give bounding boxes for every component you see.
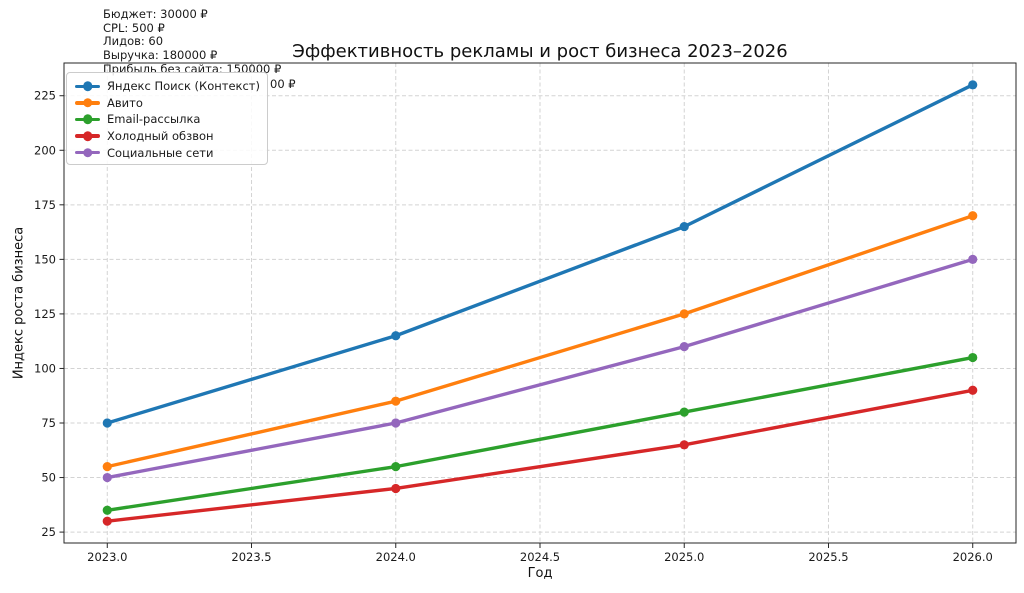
y-tick-label: 25 bbox=[41, 525, 56, 539]
data-point-marker bbox=[391, 462, 401, 472]
data-point-marker bbox=[679, 309, 689, 319]
x-tick-label: 2026.0 bbox=[953, 550, 993, 564]
x-tick-label: 2023.5 bbox=[231, 550, 271, 564]
axes-spines bbox=[63, 62, 1017, 544]
data-point-marker bbox=[102, 472, 112, 483]
series-line bbox=[105, 257, 975, 480]
data-point-marker bbox=[968, 385, 978, 395]
series-line bbox=[105, 355, 975, 512]
data-point-marker bbox=[679, 407, 689, 417]
data-point-marker bbox=[968, 80, 978, 90]
series-line bbox=[105, 388, 975, 523]
y-tick-label: 150 bbox=[34, 252, 56, 266]
legend-item-label: Авито bbox=[107, 95, 143, 110]
legend-marker-line-icon bbox=[75, 134, 100, 138]
y-axis-label: Индекс роста бизнеса bbox=[11, 226, 27, 380]
series-line bbox=[105, 83, 975, 425]
data-point-marker bbox=[102, 462, 112, 472]
legend-marker-line-icon bbox=[75, 84, 100, 88]
y-tick-label: 50 bbox=[41, 471, 56, 485]
chart-title: Эффективность рекламы и рост бизнеса 202… bbox=[292, 41, 788, 62]
y-tick-label: 200 bbox=[34, 143, 56, 157]
legend-item-label: Яндекс Поиск (Контекст) bbox=[107, 79, 260, 94]
annotation-line: Выручка: 180000 ₽ bbox=[103, 48, 218, 63]
y-tick-label: 125 bbox=[34, 307, 56, 321]
data-point-marker bbox=[102, 418, 112, 428]
data-point-marker bbox=[391, 418, 401, 428]
data-point-marker bbox=[102, 505, 112, 515]
annotation-partial-line: 00 ₽ bbox=[270, 77, 296, 91]
data-point-marker bbox=[968, 211, 978, 221]
data-point-marker bbox=[679, 342, 689, 352]
data-point-marker bbox=[391, 331, 401, 341]
y-tick-label: 225 bbox=[34, 89, 56, 103]
legend-item: Авито bbox=[75, 95, 259, 112]
series-line bbox=[105, 214, 975, 469]
x-tick-label: 2024.5 bbox=[520, 550, 560, 564]
legend-marker-line-icon bbox=[75, 101, 100, 105]
y-tick-label: 175 bbox=[34, 198, 56, 212]
y-tick-label: 75 bbox=[41, 416, 56, 430]
legend-marker-line-icon bbox=[75, 117, 100, 122]
data-point-marker bbox=[679, 440, 689, 450]
legend: Яндекс Поиск (Контекст) Авито Email-рассыл… bbox=[66, 72, 268, 165]
x-tick-label: 2025.0 bbox=[664, 550, 704, 564]
data-point-marker bbox=[679, 222, 689, 232]
legend-marker-line-icon bbox=[75, 150, 100, 155]
annotation-block: Бюджет: 30000 ₽ CPL: 500 ₽ Лидов: 60 Выручк… bbox=[103, 7, 281, 77]
data-point-marker bbox=[391, 483, 401, 494]
x-axis-label: Год bbox=[527, 566, 553, 581]
data-point-marker bbox=[102, 516, 112, 526]
legend-item-label: Email-рассылка bbox=[107, 112, 201, 127]
data-point-marker bbox=[968, 254, 978, 264]
legend-item-label: Холодный обзвон bbox=[107, 129, 214, 144]
data-point-marker bbox=[391, 396, 401, 406]
legend-item-label: Социальные сети bbox=[107, 145, 214, 160]
data-point-marker bbox=[968, 352, 978, 363]
legend-item: Email-рассылка bbox=[75, 111, 259, 128]
x-tick-label: 2024.0 bbox=[376, 550, 416, 564]
x-tick-label: 2023.0 bbox=[87, 550, 127, 564]
annotation-line: Лидов: 60 bbox=[103, 34, 164, 49]
legend-item: Холодный обзвон bbox=[75, 128, 259, 145]
annotation-line: CPL: 500 ₽ bbox=[103, 20, 165, 35]
legend-item: Социальные сети bbox=[75, 144, 259, 161]
annotation-line: Бюджет: 30000 ₽ bbox=[103, 7, 208, 21]
x-tick-label: 2025.5 bbox=[808, 550, 848, 564]
y-tick-label: 100 bbox=[34, 361, 56, 375]
legend-item: Яндекс Поиск (Контекст) bbox=[75, 78, 260, 95]
